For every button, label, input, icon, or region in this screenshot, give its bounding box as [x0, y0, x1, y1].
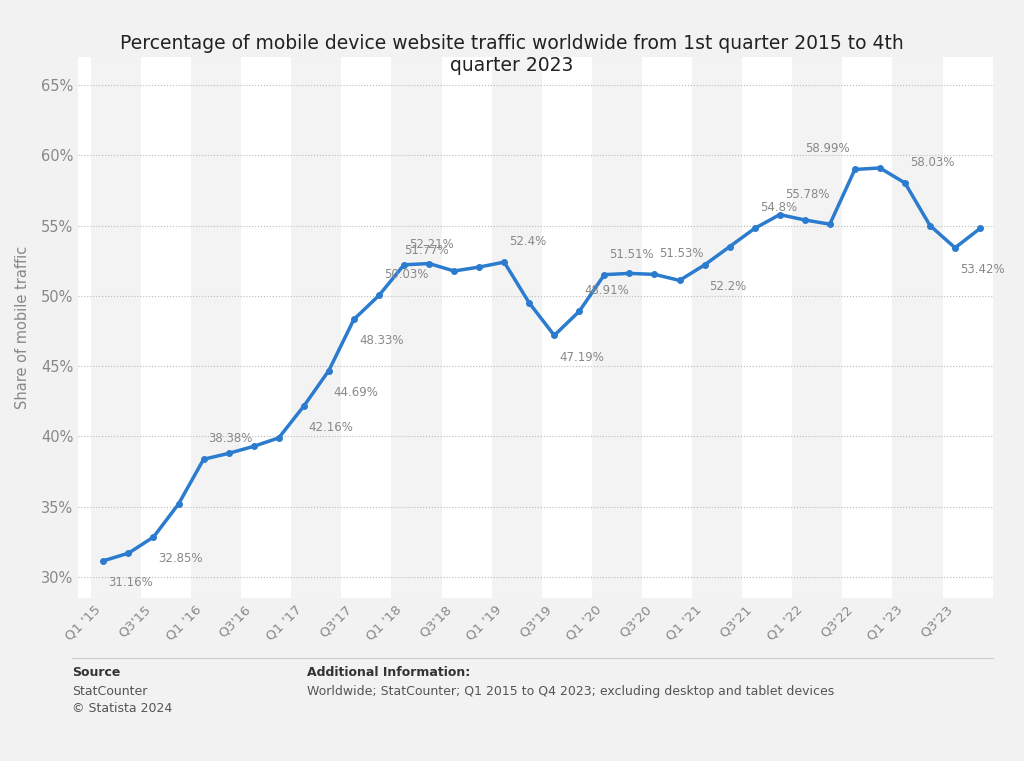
Text: 52.4%: 52.4%: [509, 235, 547, 248]
Text: 48.33%: 48.33%: [358, 335, 403, 348]
Text: 51.51%: 51.51%: [609, 247, 654, 260]
Text: 44.69%: 44.69%: [334, 386, 379, 399]
Text: 31.16%: 31.16%: [109, 576, 154, 589]
Text: 51.53%: 51.53%: [659, 247, 703, 260]
Bar: [793, 57, 843, 598]
Text: StatCounter: StatCounter: [72, 685, 147, 698]
Text: 58.99%: 58.99%: [805, 142, 849, 155]
Bar: [492, 57, 542, 598]
Text: 53.42%: 53.42%: [961, 263, 1005, 276]
Text: 42.16%: 42.16%: [309, 422, 353, 435]
Text: 48.91%: 48.91%: [585, 284, 629, 297]
Bar: [91, 57, 141, 598]
Bar: [893, 57, 942, 598]
Text: Additional Information:: Additional Information:: [307, 666, 470, 679]
Text: Worldwide; StatCounter; Q1 2015 to Q4 2023; excluding desktop and tablet devices: Worldwide; StatCounter; Q1 2015 to Q4 20…: [307, 685, 835, 698]
Text: Percentage of mobile device website traffic worldwide from 1st quarter 2015 to 4: Percentage of mobile device website traf…: [120, 34, 904, 75]
Bar: [191, 57, 242, 598]
Bar: [291, 57, 341, 598]
Text: 58.03%: 58.03%: [910, 156, 954, 169]
Text: © Statista 2024: © Statista 2024: [72, 702, 172, 715]
Bar: [692, 57, 742, 598]
Bar: [592, 57, 642, 598]
Text: Source: Source: [72, 666, 120, 679]
Text: 32.85%: 32.85%: [159, 552, 203, 565]
Y-axis label: Share of mobile traffic: Share of mobile traffic: [15, 246, 30, 409]
Text: 52.2%: 52.2%: [710, 280, 746, 293]
Text: 55.78%: 55.78%: [784, 187, 829, 201]
Text: 50.03%: 50.03%: [384, 269, 428, 282]
Text: 54.8%: 54.8%: [760, 202, 797, 215]
Bar: [391, 57, 441, 598]
Text: 51.77%: 51.77%: [404, 244, 450, 257]
Text: 52.21%: 52.21%: [409, 237, 454, 251]
Text: 38.38%: 38.38%: [209, 432, 253, 445]
Text: 47.19%: 47.19%: [559, 351, 604, 364]
